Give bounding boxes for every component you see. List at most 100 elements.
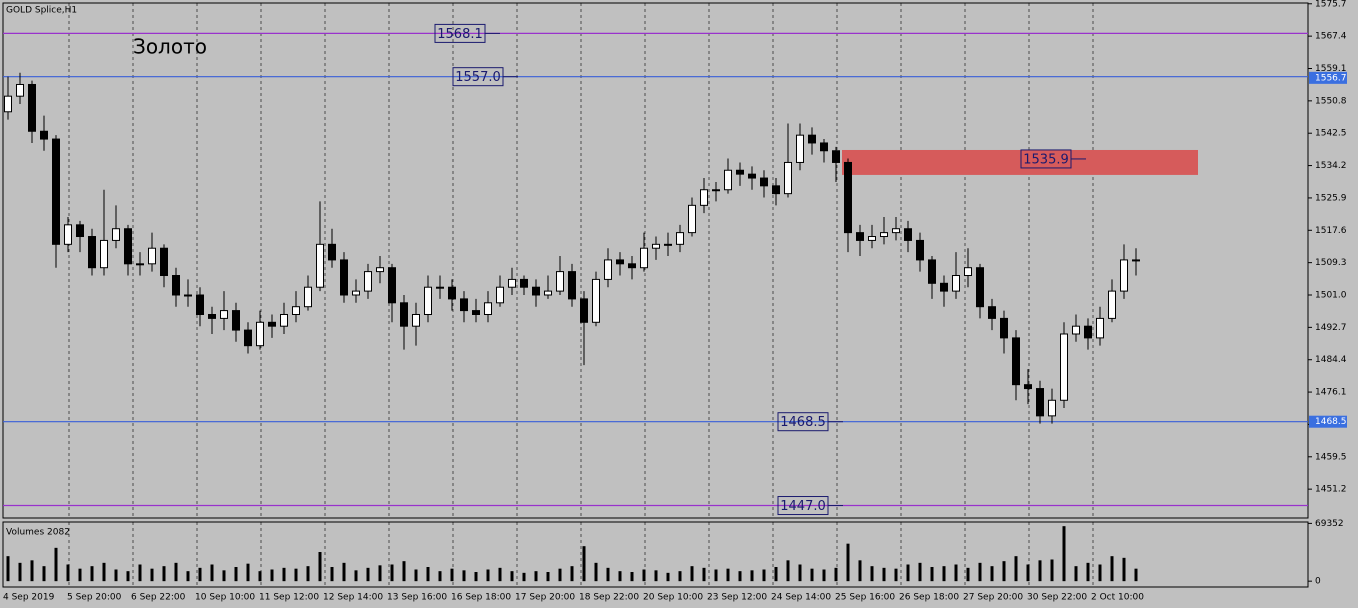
candle-body xyxy=(964,267,972,277)
volume-bar xyxy=(966,567,970,582)
x-tick-label: 2 Oct 10:00 xyxy=(1091,593,1144,603)
candle-body xyxy=(412,313,420,327)
volume-bar xyxy=(1086,562,1090,582)
candle-body xyxy=(112,228,120,241)
candle-body xyxy=(340,259,348,296)
x-tick-label: 30 Sep 22:00 xyxy=(1027,593,1087,603)
volume-bar xyxy=(774,567,778,582)
candle-body xyxy=(760,177,768,187)
volume-bar xyxy=(1134,568,1138,582)
volume-bar xyxy=(450,568,454,582)
level-label: 1447.0 xyxy=(780,499,826,514)
candle-body xyxy=(316,243,324,288)
volume-bar xyxy=(198,567,202,582)
candle-body xyxy=(880,232,888,238)
x-tick-label: 12 Sep 14:00 xyxy=(323,593,383,603)
candle-body xyxy=(820,142,828,152)
x-tick-label: 23 Sep 12:00 xyxy=(707,593,767,603)
volume-bar xyxy=(30,560,34,582)
volume-bar xyxy=(18,562,22,582)
volume-bar xyxy=(894,568,898,582)
volume-bar xyxy=(114,569,118,582)
volume-bar xyxy=(1038,560,1042,582)
volume-bar xyxy=(126,571,130,582)
level-label: 1557.0 xyxy=(455,70,501,85)
volume-bar xyxy=(390,564,394,582)
volume-bar xyxy=(798,564,802,582)
volume-bar xyxy=(906,564,910,582)
y-tick-label: 1484.4 xyxy=(1315,355,1347,365)
candle-body xyxy=(940,282,948,292)
candle-body xyxy=(1096,317,1104,339)
candle-body xyxy=(652,243,660,249)
candle-body xyxy=(856,232,864,241)
candle-body xyxy=(688,204,696,234)
volume-bar xyxy=(1062,526,1066,582)
x-tick-label: 13 Sep 16:00 xyxy=(387,593,447,603)
candle-body xyxy=(1108,290,1116,319)
level-label: 1468.5 xyxy=(780,415,826,430)
candle-body xyxy=(1120,259,1128,292)
volume-bar xyxy=(342,562,346,582)
candle-body xyxy=(256,321,264,347)
volume-bar xyxy=(522,572,526,582)
y-tick-label: 1459.5 xyxy=(1315,452,1347,462)
x-tick-label: 27 Sep 20:00 xyxy=(963,593,1023,603)
volume-bar xyxy=(918,562,922,582)
y-tick-label: 1575.7 xyxy=(1315,0,1347,9)
candle-body xyxy=(364,271,372,292)
candle-body xyxy=(400,302,408,327)
candle-body xyxy=(1000,317,1008,339)
candle-body xyxy=(460,298,468,312)
volume-bar xyxy=(330,567,334,582)
y-tick-label: 1501.0 xyxy=(1315,291,1347,301)
volume-bar xyxy=(870,566,874,582)
candle-body xyxy=(1060,333,1068,401)
volume-bar xyxy=(270,569,274,582)
candle-body xyxy=(748,173,756,179)
volume-bar xyxy=(606,567,610,582)
candle-body xyxy=(796,134,804,163)
volume-bar xyxy=(510,571,514,582)
candle-body xyxy=(1024,384,1032,390)
volume-tick-label: 0 xyxy=(1315,577,1321,587)
annotation: Золото xyxy=(133,35,207,59)
volume-bar xyxy=(834,567,838,582)
volume-bar xyxy=(462,570,466,582)
candle-body xyxy=(808,134,816,144)
volume-bar xyxy=(546,572,550,582)
volume-bar xyxy=(558,568,562,582)
y-tick-label: 1550.8 xyxy=(1315,96,1347,106)
volume-bar xyxy=(762,569,766,582)
candle-body xyxy=(472,310,480,315)
volume-bar xyxy=(702,567,706,582)
chart-title: GOLD Splice,H1 xyxy=(6,6,77,16)
candle-body xyxy=(508,278,516,288)
volume-bar xyxy=(318,552,322,582)
candle-body xyxy=(136,263,144,266)
axis-marker xyxy=(1309,71,1347,84)
volume-bar xyxy=(1014,556,1018,582)
y-tick-label: 1534.2 xyxy=(1315,161,1347,171)
candle-body xyxy=(1072,325,1080,335)
y-tick-label: 1492.7 xyxy=(1315,323,1347,333)
candle-body xyxy=(40,130,48,140)
candle-body xyxy=(640,247,648,269)
candle-body xyxy=(208,313,216,319)
volume-bar xyxy=(426,567,430,582)
x-tick-label: 6 Sep 22:00 xyxy=(131,593,186,603)
volume-bar xyxy=(810,568,814,582)
y-tick-label: 1476.1 xyxy=(1315,388,1347,398)
volume-bar xyxy=(630,572,634,582)
volume-bar xyxy=(210,564,214,582)
volume-bar xyxy=(882,567,886,582)
y-tick-label: 1517.6 xyxy=(1315,226,1347,236)
candle-body xyxy=(196,294,204,315)
volume-bar xyxy=(714,569,718,582)
candle-body xyxy=(736,169,744,175)
candle-body xyxy=(352,290,360,296)
x-tick-label: 11 Sep 12:00 xyxy=(259,593,319,603)
volume-bar xyxy=(954,564,958,582)
y-tick-label: 1525.9 xyxy=(1315,193,1347,203)
